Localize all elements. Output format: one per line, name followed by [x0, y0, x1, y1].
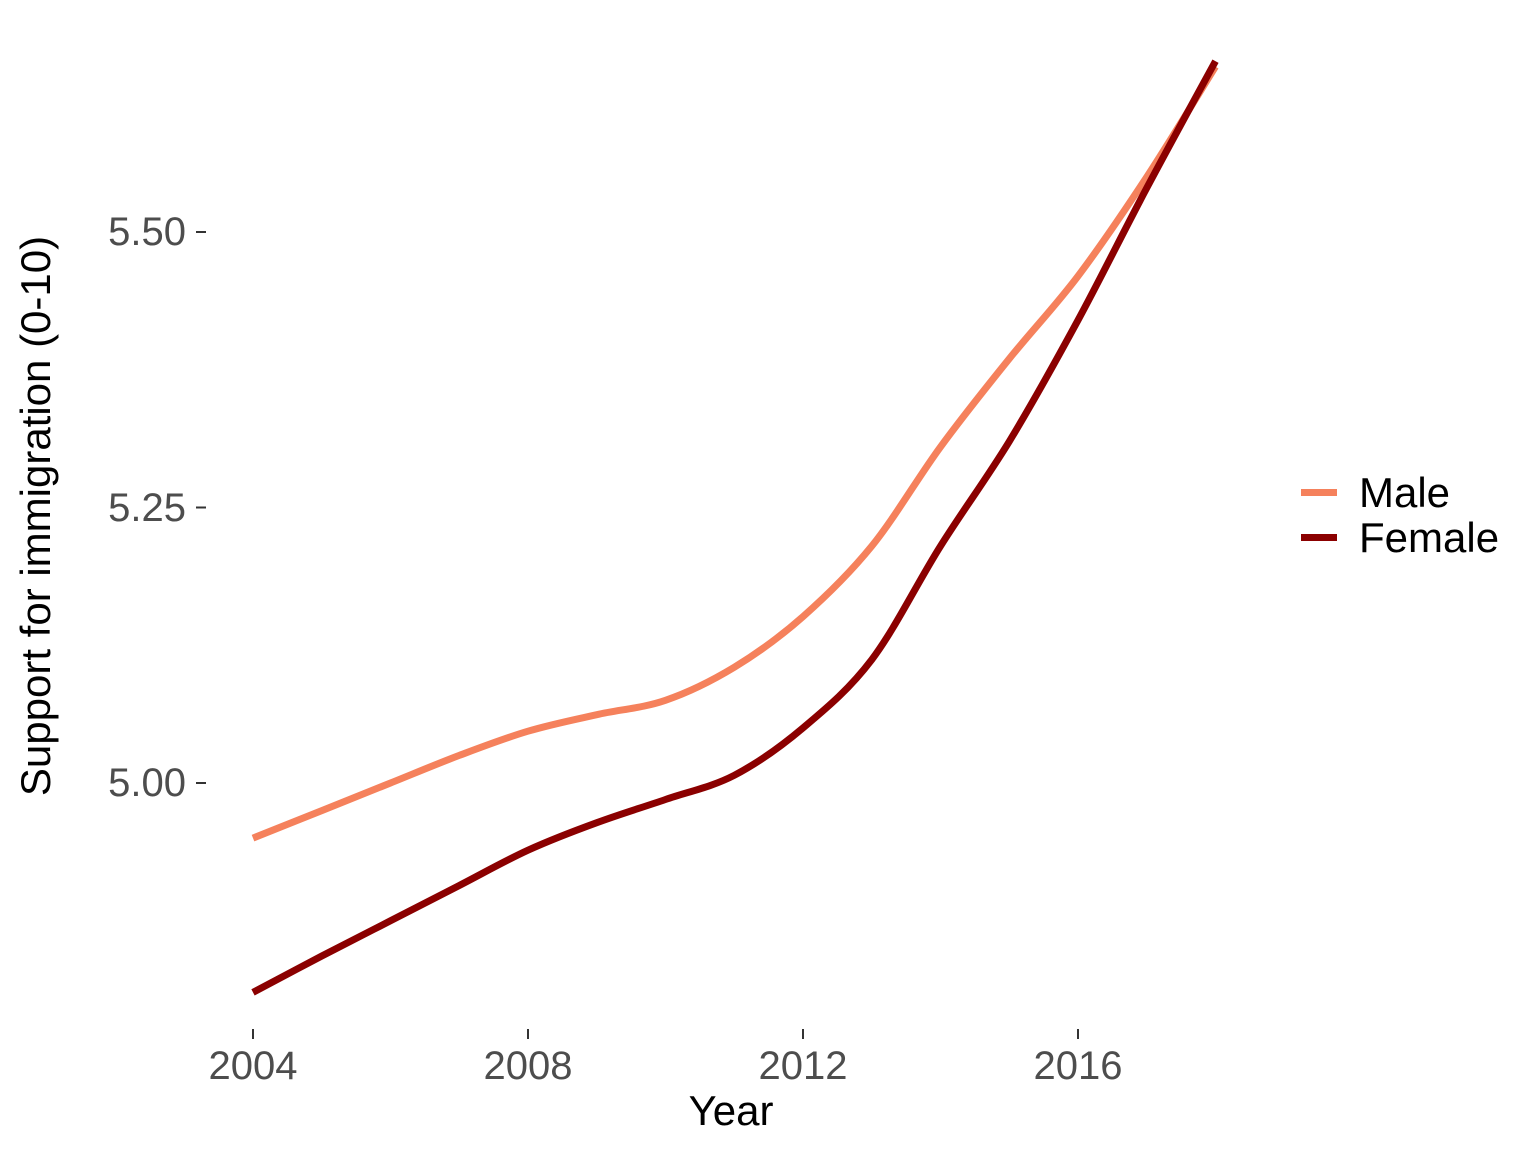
x-axis-title: Year [688, 1087, 774, 1134]
legend-item-male: Male [1301, 470, 1499, 515]
x-tick-label-2008: 2008 [483, 1044, 573, 1088]
male-trend-line [251, 64, 1219, 842]
x-tick-label-2004: 2004 [208, 1044, 298, 1088]
female-line-key-icon [1301, 534, 1337, 541]
legend: Male Female [1301, 470, 1499, 560]
y-tick-label-5.00: 5.00 [108, 761, 186, 805]
x-tick-label-2012: 2012 [758, 1044, 848, 1088]
legend-label-male: Male [1359, 468, 1451, 516]
y-tick-label-5.50: 5.50 [108, 210, 186, 254]
y-tick-label-5.25: 5.25 [108, 485, 186, 530]
female-trend-line [251, 59, 1219, 996]
y-axis-title: Support for immigration (0-10) [12, 235, 59, 797]
legend-item-female: Female [1301, 515, 1499, 560]
x-tick-label-2016: 2016 [1033, 1044, 1123, 1088]
legend-label-female: Female [1359, 513, 1500, 561]
male-line-key-icon [1301, 489, 1337, 496]
